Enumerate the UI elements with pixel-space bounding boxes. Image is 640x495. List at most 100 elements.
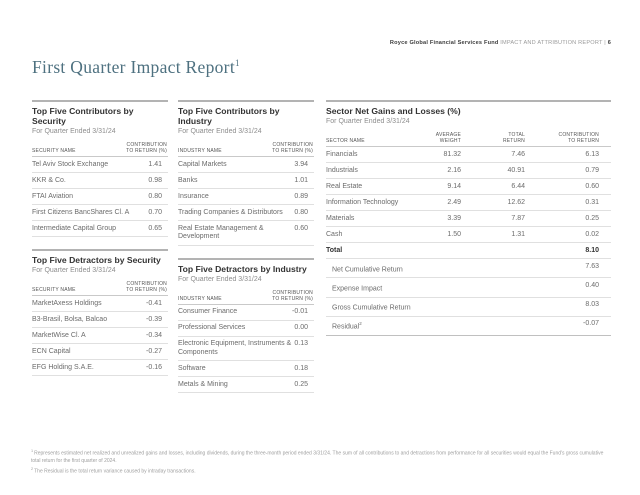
summary-body: Net Cumulative Return 7.63 Expense Impac… xyxy=(326,259,611,337)
footnote-1: 1Represents estimated net realized and u… xyxy=(31,448,613,466)
contribution-value: 0.60 xyxy=(585,182,599,190)
summary-label-text: Expense Impact xyxy=(332,285,383,293)
total-row: Total 8.10 xyxy=(326,243,611,259)
page-title-text: First Quarter Impact Report xyxy=(32,57,235,77)
table-body: Financials 81.32 7.46 6.13 Industrials 2… xyxy=(326,147,611,243)
average-weight-value: 2.49 xyxy=(447,198,461,206)
summary-row: Net Cumulative Return 7.63 xyxy=(326,259,611,279)
sector-name: Financials xyxy=(326,150,358,158)
industry-name: Metals & Mining xyxy=(178,380,228,388)
average-weight-value: 1.50 xyxy=(447,230,461,238)
section-title: Top Five Contributors by Security xyxy=(32,106,134,126)
section-subtitle: For Quarter Ended 3/31/24 xyxy=(178,275,262,283)
summary-value: -0.07 xyxy=(583,320,599,328)
footnote-1-marker: 1 xyxy=(31,449,34,453)
contribution-value: 1.41 xyxy=(148,160,162,168)
security-name: B3-Brasil, Bolsa, Balcao xyxy=(32,315,108,323)
column-header-value: CONTRIBUTION TO RETURN (%) xyxy=(272,142,313,154)
table-header-row: INDUSTRY NAME CONTRIBUTION TO RETURN (%) xyxy=(178,142,314,157)
table-header-row: SECTOR NAME AVERAGE WEIGHT TOTAL RETURN … xyxy=(326,132,611,147)
header-separator: | xyxy=(604,40,606,46)
footnote-marker: 2 xyxy=(359,321,362,327)
security-name: MarketWise Cl. A xyxy=(32,331,86,339)
table-row: Cash 1.50 1.31 0.02 xyxy=(326,227,611,243)
table-row: MarketWise Cl. A -0.34 xyxy=(32,328,168,344)
security-name: Tel Aviv Stock Exchange xyxy=(32,160,109,168)
contribution-value: -0.01 xyxy=(292,308,308,315)
table-row: Consumer Finance -0.01 xyxy=(178,305,314,321)
page-title: First Quarter Impact Report1 xyxy=(32,57,240,78)
column-header-sector: SECTOR NAME xyxy=(326,138,365,144)
column-sector: Sector Net Gains and Losses (%) For Quar… xyxy=(326,100,611,393)
table-row: Insurance 0.89 xyxy=(178,189,314,205)
content-columns: Top Five Contributors by Security For Qu… xyxy=(32,100,611,393)
section-title: Top Five Detractors by Security xyxy=(32,255,161,265)
table-contributors-security: Top Five Contributors by Security For Qu… xyxy=(32,100,168,237)
table-row: Tel Aviv Stock Exchange 1.41 xyxy=(32,157,168,173)
summary-label: Net Cumulative Return xyxy=(326,263,403,275)
summary-row: Residual2 -0.07 xyxy=(326,317,611,337)
table-row: First Citizens BancShares Cl. A 0.70 xyxy=(32,205,168,221)
contribution-value: -0.41 xyxy=(146,299,162,307)
table-header-row: SECURITY NAME CONTRIBUTION TO RETURN (%) xyxy=(32,142,168,157)
column-header-value: CONTRIBUTION TO RETURN (%) xyxy=(272,289,313,302)
section-subtitle: For Quarter Ended 3/31/24 xyxy=(326,118,410,125)
contribution-value: 0.65 xyxy=(148,224,162,232)
contribution-value: 0.18 xyxy=(294,364,308,372)
total-label: Total xyxy=(326,246,343,254)
contribution-value: 6.13 xyxy=(585,150,599,158)
table-row: Intermediate Capital Group 0.65 xyxy=(32,221,168,237)
contribution-value: -0.34 xyxy=(146,331,162,339)
summary-label-text: Residual xyxy=(332,323,360,331)
contribution-value: 0.13 xyxy=(294,340,308,347)
footnote-2: 2The Residual is the total return varian… xyxy=(31,466,613,476)
column-header-contribution: CONTRIBUTION TO RETURN xyxy=(558,132,599,144)
section-subtitle: For Quarter Ended 3/31/24 xyxy=(32,128,116,135)
table-row: Real Estate 9.14 6.44 0.60 xyxy=(326,179,611,195)
summary-label: Residual2 xyxy=(326,320,362,332)
table-body: Tel Aviv Stock Exchange 1.41 KKR & Co. 0… xyxy=(32,157,168,237)
column-security: Top Five Contributors by Security For Qu… xyxy=(32,100,168,393)
contribution-value: 0.98 xyxy=(148,176,162,184)
column-header-value: CONTRIBUTION TO RETURN (%) xyxy=(126,142,167,154)
table-row: Banks 1.01 xyxy=(178,173,314,189)
section-subtitle: For Quarter Ended 3/31/24 xyxy=(32,267,116,274)
table-row: MarketAxess Holdings -0.41 xyxy=(32,296,168,312)
total-return-value: 6.44 xyxy=(511,182,525,190)
page-header: Royce Global Financial Services Fund IMP… xyxy=(390,40,611,46)
title-footnote-marker: 1 xyxy=(234,58,240,69)
table-row: Capital Markets 3.94 xyxy=(178,157,314,173)
summary-value: 7.63 xyxy=(585,262,599,270)
table-row: Metals & Mining 0.25 xyxy=(178,377,314,393)
industry-name: Real Estate Management & Development xyxy=(178,224,264,241)
table-header-row: INDUSTRY NAME CONTRIBUTION TO RETURN (%) xyxy=(178,290,314,305)
contribution-value: 0.25 xyxy=(294,380,308,388)
column-header-name: SECURITY NAME xyxy=(32,148,76,154)
report-label: IMPACT AND ATTRIBUTION REPORT xyxy=(500,40,603,46)
column-header-name: INDUSTRY NAME xyxy=(178,295,222,302)
security-name: KKR & Co. xyxy=(32,176,66,184)
sector-name: Information Technology xyxy=(326,198,399,206)
contribution-value: 1.01 xyxy=(294,176,308,184)
table-body: MarketAxess Holdings -0.41 B3-Brasil, Bo… xyxy=(32,296,168,376)
security-name: FTAI Aviation xyxy=(32,192,73,200)
contribution-value: -0.39 xyxy=(146,315,162,323)
contribution-value: 0.02 xyxy=(585,230,599,238)
contribution-value: 0.60 xyxy=(294,224,308,232)
table-row: ECN Capital -0.27 xyxy=(32,344,168,360)
table-detractors-industry: Top Five Detractors by Industry For Quar… xyxy=(178,257,314,393)
table-row: KKR & Co. 0.98 xyxy=(32,173,168,189)
section-subtitle: For Quarter Ended 3/31/24 xyxy=(178,128,262,135)
contribution-value: 0.25 xyxy=(585,214,599,222)
sector-name: Cash xyxy=(326,230,343,238)
column-header-value: CONTRIBUTION TO RETURN (%) xyxy=(126,281,167,293)
contribution-value: 0.89 xyxy=(294,192,308,200)
industry-name: Trading Companies & Distributors xyxy=(178,208,283,216)
contribution-value: 0.80 xyxy=(294,208,308,216)
total-value: 8.10 xyxy=(585,246,599,254)
column-header-name: INDUSTRY NAME xyxy=(178,148,222,154)
total-return-value: 7.46 xyxy=(511,150,525,158)
footnote-2-text: The Residual is the total return varianc… xyxy=(34,468,196,475)
sector-name: Industrials xyxy=(326,166,358,174)
summary-value: 8.03 xyxy=(585,301,599,309)
